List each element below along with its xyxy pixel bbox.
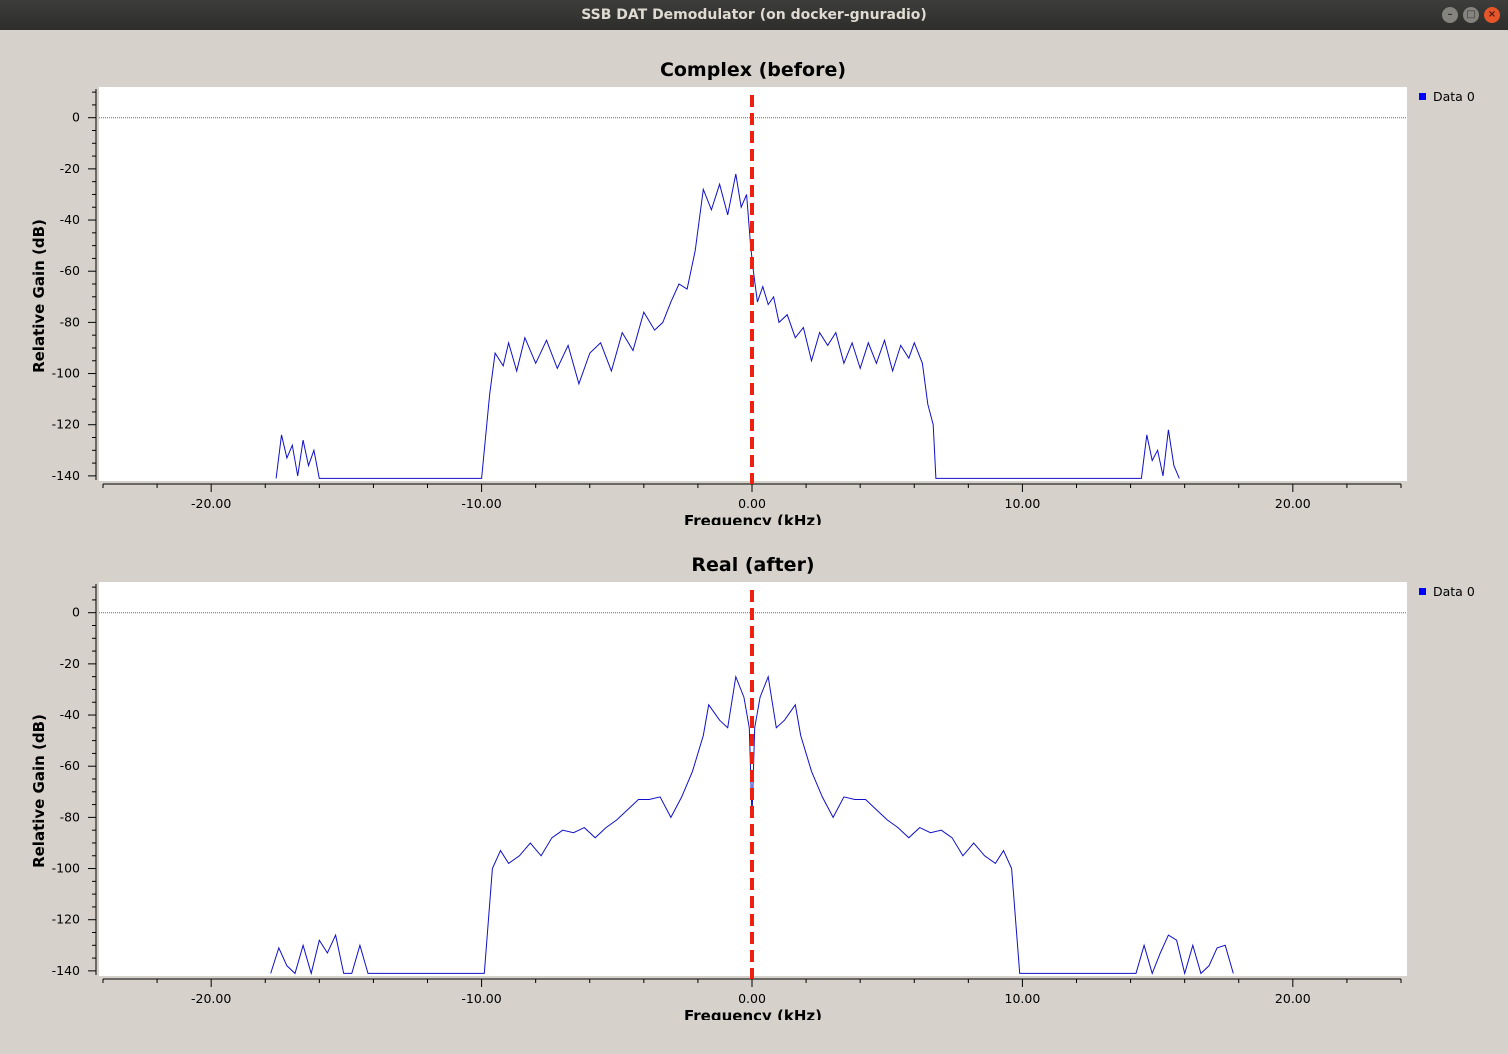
x-tick-label: -20.00	[191, 496, 231, 511]
y-tick-label: -140	[52, 963, 80, 978]
legend-swatch	[1419, 588, 1426, 595]
plot-title: Complex (before)	[660, 59, 846, 81]
y-tick-label: -140	[52, 468, 80, 483]
x-tick-label: 0.00	[738, 496, 766, 511]
window-controls: – □ ×	[1442, 7, 1500, 23]
minimize-button[interactable]: –	[1442, 7, 1458, 23]
spectrum-plot-complex-before[interactable]: Complex (before) 0 -20 -40 -60 -80 -100 -120 -14…	[0, 30, 1508, 525]
maximize-button[interactable]: □	[1463, 7, 1479, 23]
window-titlebar: SSB DAT Demodulator (on docker-gnuradio)…	[0, 0, 1508, 30]
x-tick-label: -10.00	[461, 991, 501, 1006]
y-tick-label: -20	[60, 656, 80, 671]
y-tick-label: 0	[72, 110, 80, 125]
y-tick-label: -60	[60, 758, 80, 773]
y-tick-label: -40	[60, 212, 80, 227]
x-axis-label: Frequency (kHz)	[684, 1007, 822, 1020]
plot-title: Real (after)	[691, 554, 814, 576]
y-tick-label: 0	[72, 605, 80, 620]
spectrum-plot-real-after[interactable]: Real (after) 0 -20 -40 -60 -80 -100 -120 -140 Rel…	[0, 525, 1508, 1020]
y-axis-label: Relative Gain (dB)	[30, 714, 48, 868]
y-tick-label: -100	[52, 861, 80, 876]
legend-label: Data 0	[1433, 89, 1475, 104]
x-tick-label: 10.00	[1005, 991, 1041, 1006]
y-tick-label: -120	[52, 417, 80, 432]
x-tick-label: 20.00	[1275, 991, 1311, 1006]
legend-label: Data 0	[1433, 584, 1475, 599]
series-trace-data-0	[275, 173, 1180, 479]
y-tick-label: -20	[60, 161, 80, 176]
y-tick-label: -60	[60, 263, 80, 278]
y-tick-label: -40	[60, 707, 80, 722]
y-tick-label: -100	[52, 366, 80, 381]
x-tick-label: -10.00	[461, 496, 501, 511]
x-tick-label: 20.00	[1275, 496, 1311, 511]
x-tick-label: 0.00	[738, 991, 766, 1006]
x-tick-label: 10.00	[1005, 496, 1041, 511]
close-button[interactable]: ×	[1484, 7, 1500, 23]
y-tick-label: -80	[60, 809, 80, 824]
x-axis-label: Frequency (kHz)	[684, 512, 822, 525]
window-title: SSB DAT Demodulator (on docker-gnuradio)	[581, 7, 927, 23]
x-tick-label: -20.00	[191, 991, 231, 1006]
y-tick-label: -80	[60, 314, 80, 329]
y-tick-label: -120	[52, 912, 80, 927]
y-axis-label: Relative Gain (dB)	[30, 219, 48, 373]
legend-swatch	[1419, 93, 1426, 100]
